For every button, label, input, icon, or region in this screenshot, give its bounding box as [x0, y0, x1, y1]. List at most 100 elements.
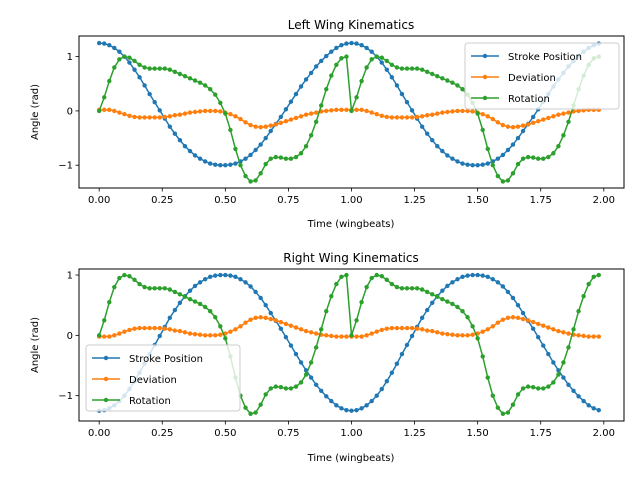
data-point [248, 152, 253, 158]
data-point [147, 115, 152, 120]
data-point [238, 324, 243, 329]
data-point [288, 386, 294, 391]
data-point [243, 156, 248, 161]
data-point [520, 123, 526, 128]
data-point [424, 328, 430, 333]
data-point [197, 80, 203, 85]
x-tick-label: 1.75 [530, 428, 552, 439]
data-point [208, 108, 213, 114]
legend-marker [103, 376, 109, 382]
data-point [354, 95, 359, 100]
data-point [349, 40, 354, 46]
data-point [525, 318, 531, 323]
data-point [445, 153, 450, 158]
data-point [409, 286, 415, 291]
data-point [455, 277, 460, 282]
data-point [248, 179, 253, 184]
data-point [404, 342, 410, 348]
data-point [218, 109, 223, 114]
data-point [374, 54, 379, 59]
data-point [369, 275, 374, 281]
data-point [248, 122, 253, 128]
data-point [167, 287, 173, 292]
data-point [253, 147, 258, 153]
data-point [424, 131, 430, 136]
data-point [334, 45, 339, 51]
data-point [490, 163, 495, 168]
data-point [202, 159, 208, 164]
data-point [480, 162, 485, 167]
data-point [243, 320, 248, 325]
data-point [263, 302, 268, 308]
data-point [213, 333, 218, 338]
data-point [495, 280, 501, 285]
legend-item: Deviation [92, 375, 177, 386]
data-point [475, 163, 480, 168]
data-point [566, 331, 571, 336]
axes-frame [78, 35, 625, 189]
data-point [308, 375, 314, 380]
data-point [500, 179, 506, 184]
data-point [349, 408, 354, 413]
data-point [137, 115, 142, 120]
data-point [561, 375, 566, 380]
data-point [172, 69, 178, 75]
data-point [470, 163, 475, 168]
data-point [430, 292, 435, 297]
data-point [485, 327, 490, 332]
data-point [581, 333, 586, 339]
data-point [263, 135, 268, 141]
data-point [258, 125, 263, 130]
y-tick-label: 1 [67, 271, 73, 282]
data-point [324, 333, 329, 338]
data-point [187, 110, 193, 115]
data-point [576, 333, 581, 338]
data-point [197, 156, 203, 161]
data-point [419, 67, 425, 72]
data-point [303, 77, 309, 82]
data-point [475, 111, 480, 116]
data-point [157, 115, 162, 120]
data-point [288, 343, 294, 348]
data-point [182, 144, 188, 149]
data-point [364, 65, 369, 70]
data-point [359, 43, 364, 48]
x-tick-label: 0.50 [214, 195, 236, 206]
data-point [419, 124, 425, 129]
data-point [424, 307, 430, 313]
data-point [329, 108, 334, 113]
data-point [273, 154, 279, 160]
data-point [344, 272, 349, 278]
data-point [324, 394, 329, 399]
data-point [536, 321, 541, 327]
data-point [571, 327, 576, 332]
data-point [344, 334, 349, 339]
data-point [354, 334, 359, 339]
data-point [238, 277, 243, 282]
plot-area [96, 272, 601, 416]
data-point [430, 328, 435, 334]
data-point [283, 321, 289, 327]
data-point [359, 299, 364, 305]
data-point [102, 334, 107, 339]
data-point [530, 319, 536, 325]
data-point [430, 112, 435, 117]
data-point [566, 382, 571, 388]
data-point [182, 330, 188, 335]
data-point [520, 316, 526, 322]
x-tick-label: 0.00 [88, 428, 110, 439]
data-point [445, 283, 450, 289]
x-tick-label: 0.25 [151, 428, 173, 439]
data-point [465, 315, 470, 320]
data-point [243, 173, 248, 179]
data-point [298, 327, 304, 332]
data-point [293, 154, 299, 160]
data-point [465, 333, 470, 338]
data-point [152, 286, 157, 291]
series-line [99, 316, 599, 338]
legend-item: Deviation [471, 73, 556, 84]
series-line [99, 109, 599, 128]
data-point [369, 49, 374, 54]
data-point [404, 100, 410, 105]
data-point [117, 275, 122, 281]
